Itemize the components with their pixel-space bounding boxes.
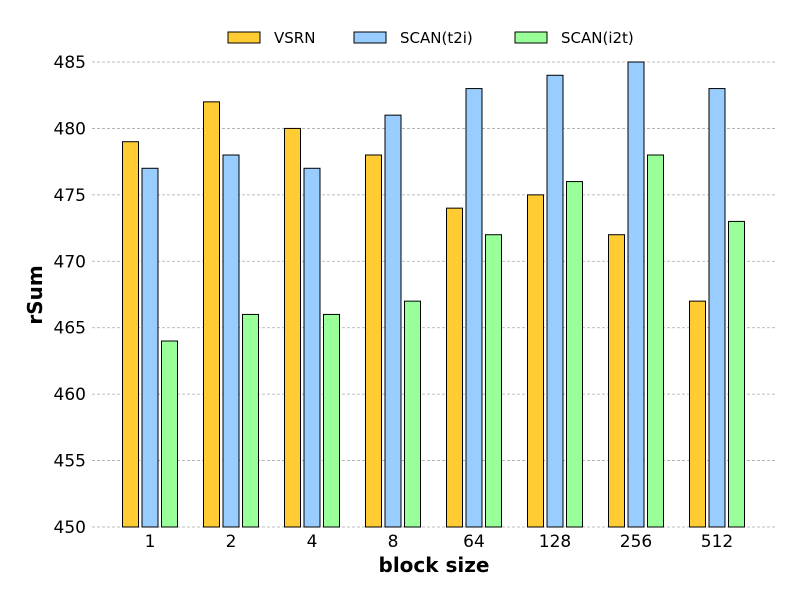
bar [546,74,564,528]
y-tick-label: 485 [54,53,86,73]
bar [728,220,745,528]
x-tick-label: 64 [463,532,485,552]
y-tick-label: 460 [54,385,86,405]
bars [122,61,745,528]
bar [647,154,664,528]
y-tick-label: 450 [54,518,86,538]
y-axis-ticks: 450 455 460 465 470 475 480 485 [54,53,86,538]
legend-label: VSRN [274,29,315,47]
x-tick-label: 512 [701,532,733,552]
bar [323,313,340,528]
legend-swatch [227,31,261,44]
legend: VSRN SCAN(t2i) SCAN(i2t) [227,29,634,47]
legend-label: SCAN(t2i) [400,29,473,47]
x-tick-label: 128 [539,532,571,552]
bar [527,194,544,528]
y-tick-label: 475 [54,186,86,206]
y-axis-label: rSum [23,265,47,324]
y-tick-label: 465 [54,319,86,339]
bar [608,234,625,528]
bar [365,154,382,528]
bar [485,234,502,528]
y-tick-label: 455 [54,452,86,472]
x-tick-label: 8 [388,532,399,552]
legend-label: SCAN(i2t) [561,29,634,47]
bar [161,340,178,528]
bar [708,88,726,528]
bar [689,300,706,528]
bar [284,127,301,528]
legend-swatch [514,31,548,44]
x-tick-label: 1 [145,532,156,552]
bar [141,167,159,528]
bar [384,114,402,528]
bar [566,181,583,528]
bar [404,300,421,528]
bar [203,101,220,528]
bar [627,61,645,528]
x-axis-label: block size [379,553,490,577]
bar [242,313,259,528]
bar [222,154,240,528]
bar [465,88,483,528]
legend-swatch [353,31,387,44]
x-tick-label: 4 [307,532,318,552]
bar [446,207,463,528]
y-tick-label: 480 [54,119,86,139]
x-axis-ticks: 1 2 4 8 64 128 256 512 [145,532,734,552]
grid-lines [92,61,776,528]
x-tick-label: 2 [226,532,237,552]
bar [122,141,139,528]
x-tick-label: 256 [620,532,652,552]
bar [303,167,321,528]
y-tick-label: 470 [54,252,86,272]
